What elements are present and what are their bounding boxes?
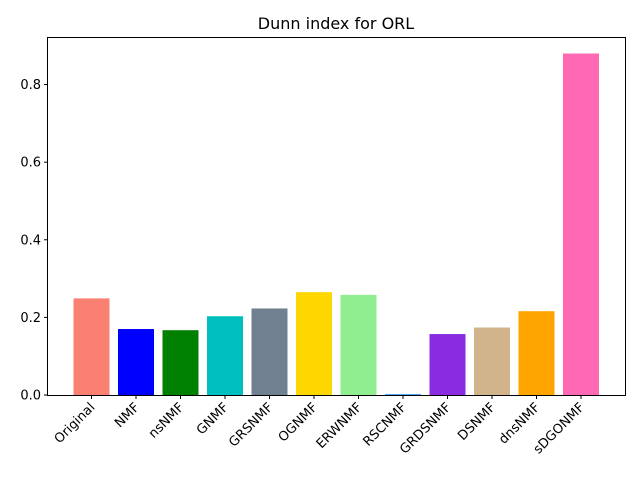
bar-dnsnmf xyxy=(518,311,555,395)
y-axis: 0.0 0.2 0.4 0.6 0.8 xyxy=(20,78,48,404)
bar-grsnmf xyxy=(251,308,288,395)
x-tick-label: ERWNMF xyxy=(314,400,366,452)
y-tick-label: 0.6 xyxy=(20,156,41,171)
bar-group xyxy=(73,53,599,396)
bar-dsnmf xyxy=(474,327,510,395)
bar-erwnmf xyxy=(340,294,377,395)
bar-grdsnmf xyxy=(429,334,466,395)
bar-rscnmf xyxy=(385,394,421,395)
bar-sdgonmf xyxy=(563,53,599,396)
bar-nmf xyxy=(118,329,154,395)
x-tick-label: GRSNMF xyxy=(226,400,276,450)
y-tick-label: 0.4 xyxy=(20,233,41,248)
bar-gnmf xyxy=(207,316,243,395)
y-tick-label: 0.2 xyxy=(20,311,41,326)
y-tick-label: 0.8 xyxy=(20,78,41,93)
bar-ognmf xyxy=(296,292,332,395)
x-tick-label: Original xyxy=(52,400,99,447)
chart-title: Dunn index for ORL xyxy=(258,14,414,33)
plot-frame xyxy=(47,37,626,396)
x-tick-label: DSNMF xyxy=(455,400,499,444)
x-tick-label: NMF xyxy=(112,400,143,431)
x-tick-label: GNMF xyxy=(194,400,232,438)
y-tick-label: 0.0 xyxy=(20,389,41,404)
x-tick-label: OGNMF xyxy=(276,400,321,445)
x-tick-label: nsNMF xyxy=(146,400,187,441)
bar-nsnmf xyxy=(162,330,199,395)
bar-original xyxy=(73,298,110,395)
